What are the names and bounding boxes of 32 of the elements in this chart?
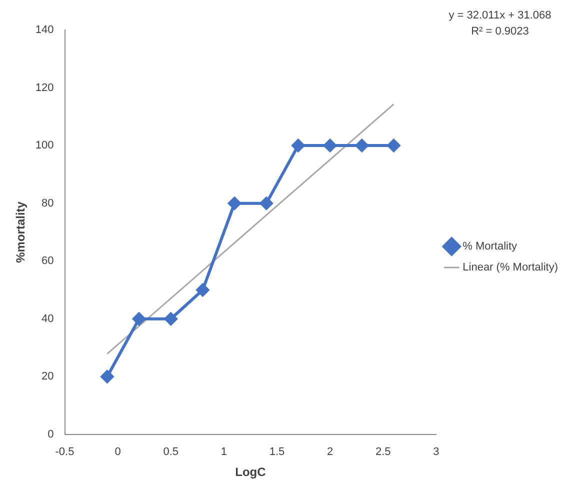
y-tick-label: 0 [48,428,54,440]
point [196,283,210,296]
point [132,312,146,326]
x-tick-label: 2.5 [375,446,391,458]
point [164,312,178,326]
legend-label: Linear (% Mortality) [462,262,558,274]
x-tick-label: 1.5 [269,446,285,458]
x-tick-label: 3 [433,446,440,458]
y-tick-label: 140 [35,24,54,36]
x-tick-label: 1 [220,446,227,458]
point [324,139,337,152]
legend-label: % Mortality [462,240,518,253]
point [228,196,242,210]
y-tick-label: 20 [42,370,54,383]
text: R² = 0.9023 [471,26,529,38]
point [260,196,273,210]
y-tick-label: 40 [42,312,54,325]
y-axis-title: %mortality [14,201,28,263]
y-tick-label: 120 [35,82,54,94]
text: y = 32.011x + 31.068 [448,10,552,22]
point [387,139,400,152]
point [292,139,305,152]
y-tick-label: 100 [35,140,54,152]
x-tick-label: 0 [114,446,121,458]
x-tick-label: 0.5 [163,446,179,458]
x-tick-label: 2 [326,446,334,458]
x-axis-title: LogC [235,465,266,480]
y-tick-label: 80 [42,197,54,210]
y-tick-label: 60 [42,255,54,268]
point [355,139,368,152]
x-tick-label: -0.5 [55,446,74,458]
point [100,370,114,384]
